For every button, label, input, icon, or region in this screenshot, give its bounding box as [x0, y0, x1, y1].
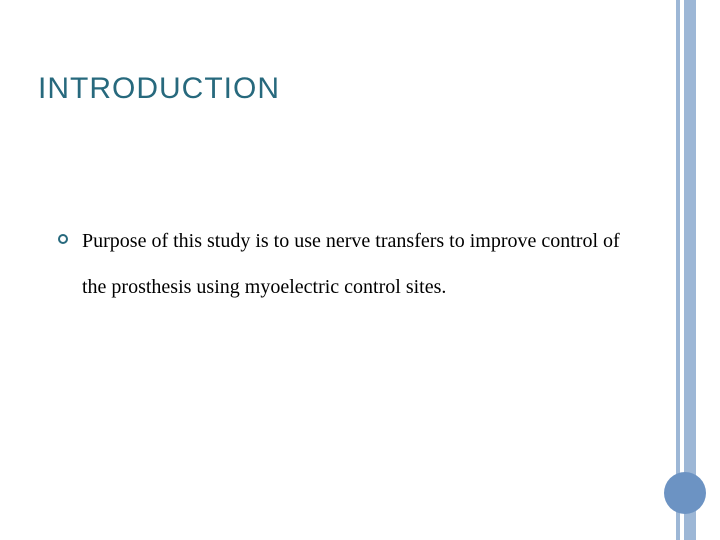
bullet-item: Purpose of this study is to use nerve tr…	[58, 218, 640, 310]
decor-stripe-outer	[676, 0, 680, 540]
slide: INTRODUCTION Purpose of this study is to…	[0, 0, 720, 540]
corner-circle-icon	[664, 472, 706, 514]
slide-title: INTRODUCTION	[38, 72, 280, 106]
bullet-icon	[58, 234, 68, 244]
bullet-text: Purpose of this study is to use nerve tr…	[82, 218, 640, 310]
content-area: Purpose of this study is to use nerve tr…	[58, 218, 640, 310]
decor-stripe-inner	[684, 0, 696, 540]
